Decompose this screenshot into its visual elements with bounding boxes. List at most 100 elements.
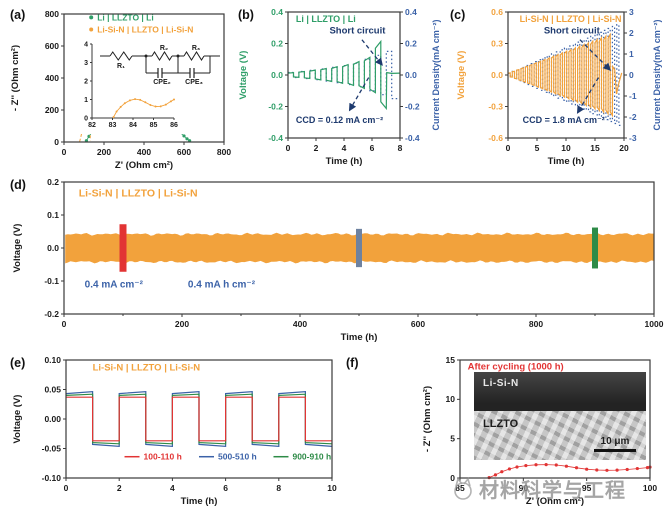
svg-text:85: 85 xyxy=(455,483,465,493)
svg-text:0.2: 0.2 xyxy=(271,38,283,48)
svg-text:84: 84 xyxy=(129,122,137,129)
sem-label-llzto: LLZTO xyxy=(483,417,519,430)
svg-text:0: 0 xyxy=(64,483,69,493)
nyquist-after-cycling xyxy=(635,466,639,471)
svg-text:600: 600 xyxy=(411,319,425,329)
svg-text:0.0: 0.0 xyxy=(491,70,503,80)
svg-text:Li-Si-N | LLZTO | Li-Si-N: Li-Si-N | LLZTO | Li-Si-N xyxy=(520,14,622,24)
svg-text:200: 200 xyxy=(175,319,189,329)
marker-500h xyxy=(356,228,362,268)
svg-text:Li-Si-N | LLZTO | Li-Si-N: Li-Si-N | LLZTO | Li-Si-N xyxy=(79,188,198,200)
nyquist-after-cycling xyxy=(615,468,619,472)
nyquist-after-cycling xyxy=(515,465,519,469)
nyquist-after-cycling xyxy=(500,470,504,474)
svg-text:100-110 h: 100-110 h xyxy=(144,452,182,462)
svg-text:R₁: R₁ xyxy=(117,63,125,70)
nyquist-after-cycling xyxy=(574,466,579,470)
svg-text:100: 100 xyxy=(643,483,657,493)
svg-text:Time (h): Time (h) xyxy=(181,496,218,507)
annotation-arrow xyxy=(348,77,370,112)
svg-text:5: 5 xyxy=(450,433,455,443)
nyquist-after-cycling xyxy=(493,473,498,477)
svg-text:Time (h): Time (h) xyxy=(548,156,585,167)
panel-e: 0 2 4 6 8 10 Time (h) -0.10 -0.05 0.00 0.05 0.10 Vol… xyxy=(6,350,340,521)
panel-c: 0 5 10 15 20 Time (h) -0.6 -0.3 0.0 0.3 0.6 Voltage… xyxy=(446,2,665,170)
nyquist-after-cycling xyxy=(524,463,528,468)
svg-text:-0.3: -0.3 xyxy=(488,101,503,111)
svg-text:800: 800 xyxy=(529,319,543,329)
svg-text:R₂: R₂ xyxy=(160,45,168,52)
svg-text:CPE₂: CPE₂ xyxy=(153,79,171,86)
sem-li-si-n-layer xyxy=(474,372,646,411)
svg-text:-0.6: -0.6 xyxy=(488,133,503,143)
svg-text:3: 3 xyxy=(629,7,634,17)
panel-b: 0 2 4 6 8 Time (h) -0.4 -0.2 0.0 0.2 0.4 Voltage (V… xyxy=(234,2,444,170)
svg-text:0.4: 0.4 xyxy=(405,7,417,17)
svg-text:0.10: 0.10 xyxy=(44,355,61,365)
equivalent-circuit: R₁ R₂ R₃ CPE₂ CPE₃ xyxy=(100,45,220,86)
svg-text:CCD = 0.12 mA cm⁻²: CCD = 0.12 mA cm⁻² xyxy=(296,115,383,125)
marker-100h xyxy=(119,224,127,272)
nyquist-after-cycling xyxy=(507,467,511,471)
svg-text:0.2: 0.2 xyxy=(405,38,417,48)
svg-text:1: 1 xyxy=(84,97,88,104)
svg-text:0.05: 0.05 xyxy=(44,384,61,394)
svg-text:Z' (Ohm cm²): Z' (Ohm cm²) xyxy=(115,160,173,171)
svg-text:Voltage (V): Voltage (V) xyxy=(12,224,23,273)
svg-text:900-910 h: 900-910 h xyxy=(292,452,331,462)
svg-text:-0.4: -0.4 xyxy=(405,133,420,143)
svg-text:400: 400 xyxy=(45,73,59,83)
svg-text:0.0: 0.0 xyxy=(405,70,417,80)
svg-text:90: 90 xyxy=(519,483,529,493)
svg-text:Short circuit: Short circuit xyxy=(544,25,601,36)
svg-text:0.0: 0.0 xyxy=(271,70,283,80)
panel-d: 0 200 400 600 800 1000 Time (h) -0.2 -0.1 0.0 0.1 0… xyxy=(6,172,665,348)
svg-text:Li-Si-N | LLZTO | Li-Si-N: Li-Si-N | LLZTO | Li-Si-N xyxy=(93,363,201,374)
svg-text:200: 200 xyxy=(97,147,111,157)
svg-text:200: 200 xyxy=(45,105,59,115)
svg-text:-0.2: -0.2 xyxy=(268,101,283,111)
chart-a: 82 83 84 85 86 0 1 2 3 4 R₁ R₂ R₃ CPE₂ CPE₃ 0 200 400 600 8… xyxy=(10,8,231,171)
svg-text:Li | LLZTO | Li: Li | LLZTO | Li xyxy=(296,14,356,24)
svg-text:85: 85 xyxy=(150,122,158,129)
nyquist-after-cycling-line xyxy=(488,464,651,478)
scale-bar: 10 μm xyxy=(594,436,636,452)
svg-text:10: 10 xyxy=(327,483,337,493)
cycle-100-110h xyxy=(66,396,332,442)
chart-b: 0 2 4 6 8 Time (h) -0.4 -0.2 0.0 0.2 0.4 Voltage (V… xyxy=(238,7,441,167)
voltage-profile xyxy=(507,32,623,118)
svg-text:0.6: 0.6 xyxy=(491,7,503,17)
svg-text:83: 83 xyxy=(109,122,117,129)
svg-text:400: 400 xyxy=(137,147,151,157)
svg-text:Current Density(mA cm⁻²): Current Density(mA cm⁻²) xyxy=(652,20,662,131)
chart-d: 0 200 400 600 800 1000 Time (h) -0.2 -0.1 0.0 0.1 0… xyxy=(10,177,664,343)
svg-text:0: 0 xyxy=(450,473,455,483)
svg-text:800: 800 xyxy=(45,9,59,19)
svg-text:15: 15 xyxy=(590,143,600,153)
svg-text:Voltage (V): Voltage (V) xyxy=(12,395,23,444)
svg-text:2: 2 xyxy=(629,28,634,38)
svg-text:After cycling (1000 h): After cycling (1000 h) xyxy=(468,361,564,372)
svg-text:3: 3 xyxy=(84,60,88,67)
svg-text:600: 600 xyxy=(177,147,191,157)
svg-text:10: 10 xyxy=(446,394,456,404)
svg-text:20: 20 xyxy=(619,143,629,153)
svg-text:0.3: 0.3 xyxy=(491,38,503,48)
svg-text:8: 8 xyxy=(398,143,403,153)
svg-text:(f): (f) xyxy=(346,356,359,370)
svg-text:500-510 h: 500-510 h xyxy=(218,452,257,462)
svg-text:0: 0 xyxy=(629,70,634,80)
marker-900h xyxy=(592,227,598,269)
nyquist-after-cycling xyxy=(625,467,629,472)
svg-text:0: 0 xyxy=(84,116,88,123)
svg-text:0: 0 xyxy=(62,147,67,157)
svg-text:-0.05: -0.05 xyxy=(42,443,62,453)
svg-text:Time (h): Time (h) xyxy=(326,156,363,167)
plot-frame xyxy=(459,359,651,479)
nyquist-after-cycling xyxy=(645,466,650,470)
svg-text:0.0: 0.0 xyxy=(47,243,59,253)
svg-text:0: 0 xyxy=(506,143,511,153)
panel-a: 82 83 84 85 86 0 1 2 3 4 R₁ R₂ R₃ CPE₂ CPE₃ 0 200 400 600 8… xyxy=(6,2,232,184)
